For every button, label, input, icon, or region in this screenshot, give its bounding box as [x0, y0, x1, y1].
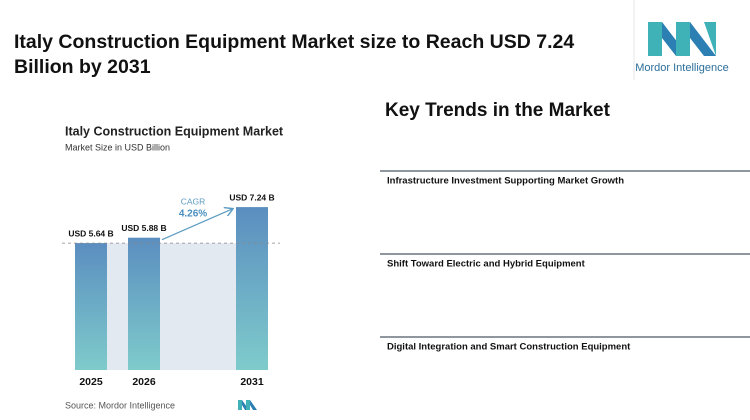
x-tick-label: 2026	[132, 376, 156, 388]
logo-icon	[648, 22, 716, 56]
trend-item: Shift Toward Electric and Hybrid Equipme…	[387, 259, 586, 270]
headline: Italy Construction Equipment Market size…	[14, 31, 575, 78]
logo-text: Mordor Intelligence	[635, 62, 729, 74]
source: Source: Mordor Intelligence	[65, 400, 175, 410]
chart-subtitle: Market Size in USD Billion	[65, 142, 170, 152]
chart-title: Italy Construction Equipment Market	[65, 124, 284, 138]
trends-title: Key Trends in the Market	[385, 100, 611, 121]
cagr-value: 4.26%	[179, 209, 207, 220]
cagr-arrow	[161, 209, 232, 241]
trend-item: Digital Integration and Smart Constructi…	[387, 342, 631, 353]
bar	[75, 243, 107, 370]
bar	[236, 207, 268, 370]
value-label: USD 5.64 B	[68, 228, 113, 238]
bar	[128, 237, 160, 370]
value-label: USD 5.88 B	[121, 223, 166, 233]
value-label: USD 7.24 B	[229, 192, 274, 202]
source-logo	[238, 400, 257, 410]
x-tick-label: 2025	[79, 376, 103, 388]
backdrop	[75, 243, 268, 370]
trend-item: Infrastructure Investment Supporting Mar…	[387, 176, 624, 187]
x-tick-label: 2031	[240, 376, 264, 388]
cagr-label: CAGR	[181, 196, 206, 206]
